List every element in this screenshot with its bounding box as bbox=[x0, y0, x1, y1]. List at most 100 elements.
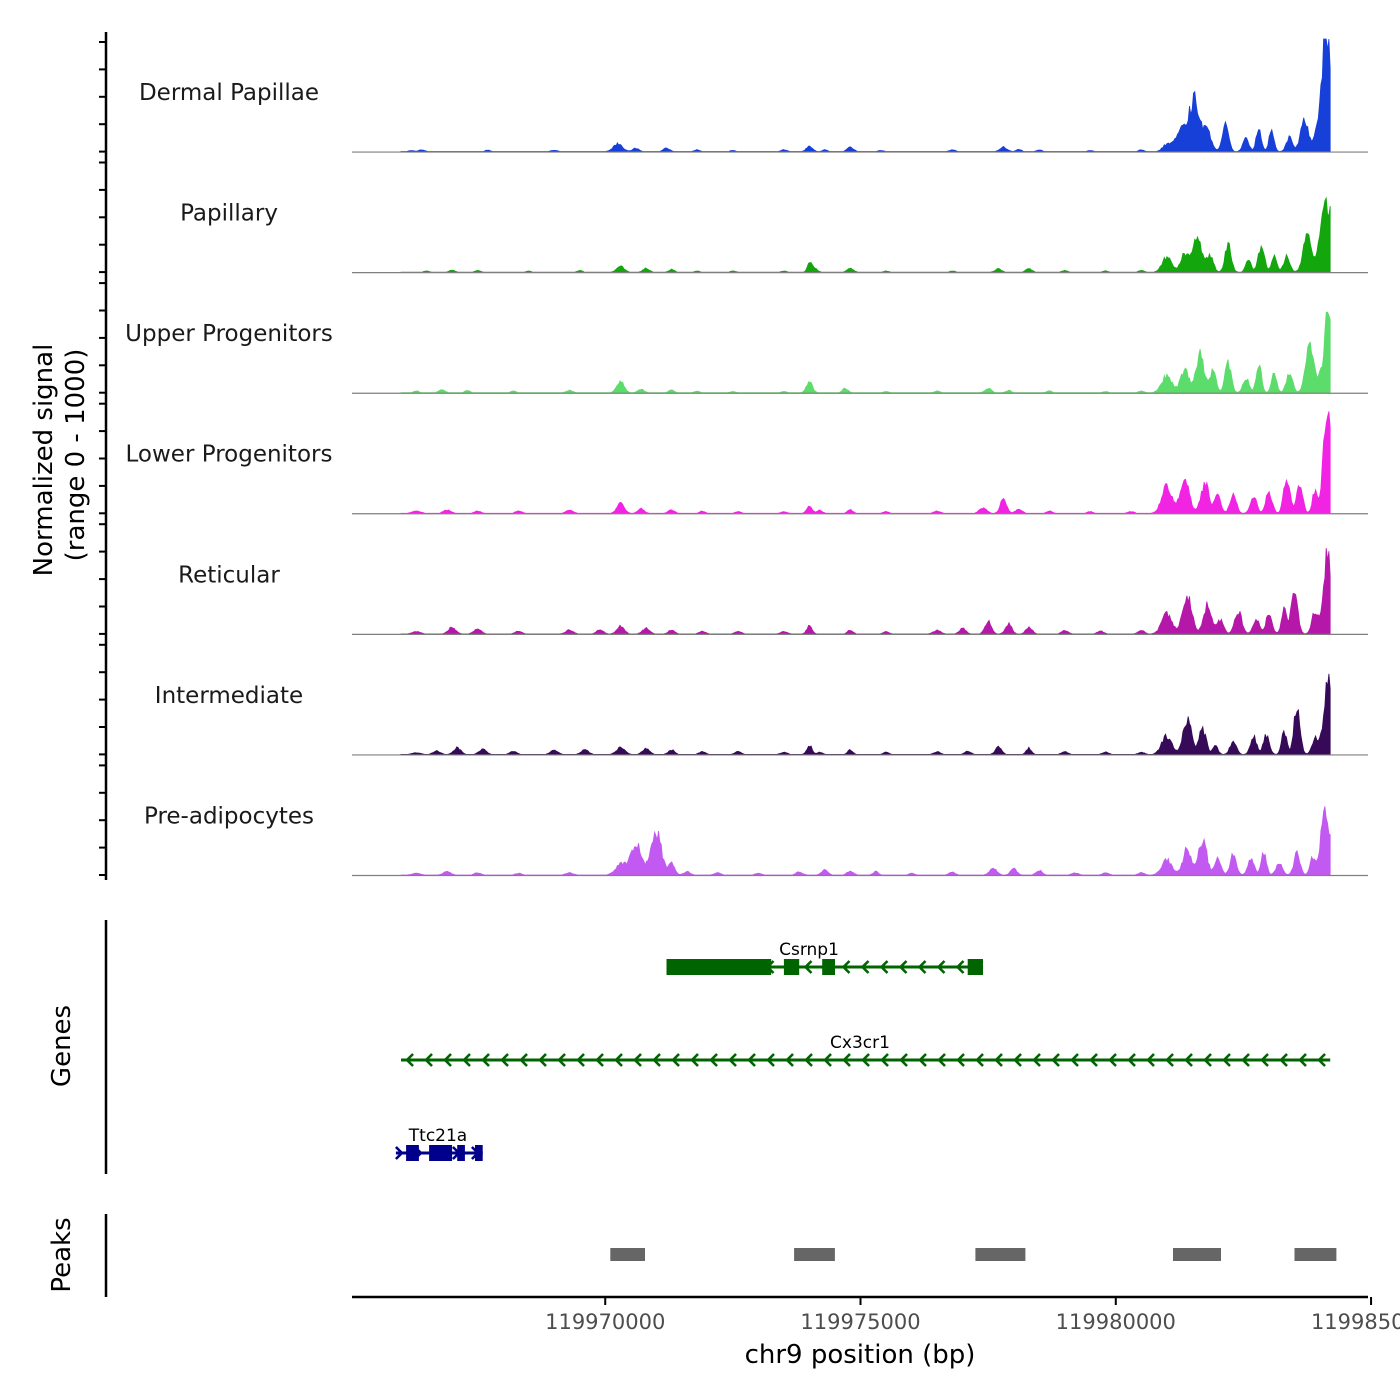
strand-arrow bbox=[671, 1053, 680, 1067]
strand-arrow bbox=[898, 960, 908, 974]
strand-arrow bbox=[1127, 1053, 1136, 1067]
track-papillary: Papillary bbox=[180, 196, 1368, 274]
x-tick-label: 119970000 bbox=[545, 1310, 665, 1334]
strand-arrow bbox=[785, 1053, 794, 1067]
exon bbox=[475, 1145, 483, 1161]
y-axis-label-line1: Normalized signal bbox=[29, 344, 59, 577]
strand-arrow bbox=[1317, 1053, 1326, 1067]
strand-arrow bbox=[747, 1053, 756, 1067]
strand-arrow bbox=[803, 960, 813, 974]
exon bbox=[429, 1145, 453, 1161]
strand-arrow bbox=[538, 1053, 547, 1067]
track-lower-progenitors: Lower Progenitors bbox=[126, 411, 1368, 515]
track-intermediate: Intermediate bbox=[155, 673, 1368, 756]
signal-area bbox=[400, 38, 1331, 153]
peak-region bbox=[794, 1248, 835, 1261]
x-axis-label: chr9 position (bp) bbox=[745, 1340, 976, 1370]
strand-arrow bbox=[918, 1053, 927, 1067]
peak-region bbox=[975, 1248, 1026, 1261]
track-label: Pre-adipocytes bbox=[144, 803, 314, 829]
strand-arrow bbox=[1184, 1053, 1193, 1067]
strand-arrow bbox=[1241, 1053, 1250, 1067]
track-dermal-papillae: Dermal Papillae bbox=[139, 38, 1368, 153]
strand-arrow bbox=[595, 1053, 604, 1067]
genes-label: Genes bbox=[47, 1005, 77, 1087]
strand-arrow bbox=[519, 1053, 528, 1067]
strand-arrow bbox=[841, 960, 851, 974]
strand-arrow bbox=[1165, 1053, 1174, 1067]
strand-arrow bbox=[633, 1053, 642, 1067]
peak-region bbox=[1294, 1248, 1337, 1261]
x-axis-ticks: 119970000 119975000 119980000 119985000 bbox=[545, 1297, 1400, 1334]
track-upper-progenitors: Upper Progenitors bbox=[125, 311, 1368, 394]
strand-arrow bbox=[1279, 1053, 1288, 1067]
gene-label: Csrnp1 bbox=[779, 940, 839, 960]
peak-region bbox=[1173, 1248, 1221, 1261]
strand-arrow bbox=[956, 1053, 965, 1067]
strand-arrow bbox=[614, 1053, 623, 1067]
strand-arrow bbox=[443, 1053, 452, 1067]
y-axis-label-line2: (range 0 - 1000) bbox=[61, 349, 91, 562]
x-tick-label: 119975000 bbox=[800, 1310, 920, 1334]
strand-arrow bbox=[652, 1053, 661, 1067]
strand-arrow bbox=[861, 1053, 870, 1067]
signal-y-axis bbox=[99, 32, 108, 880]
strand-arrow bbox=[728, 1053, 737, 1067]
strand-arrow bbox=[936, 960, 946, 974]
gene-ttc21a: Ttc21a bbox=[394, 1126, 483, 1161]
strand-arrow bbox=[462, 1053, 471, 1067]
strand-arrow bbox=[709, 1053, 718, 1067]
strand-arrow bbox=[842, 1053, 851, 1067]
signal-area bbox=[400, 547, 1331, 635]
strand-arrow bbox=[937, 1053, 946, 1067]
track-label: Lower Progenitors bbox=[126, 442, 333, 468]
strand-arrow bbox=[1108, 1053, 1117, 1067]
exon bbox=[822, 959, 835, 975]
track-reticular: Reticular bbox=[178, 547, 1368, 635]
gene-cx3cr1: Cx3cr1 bbox=[401, 1033, 1331, 1067]
strand-arrow bbox=[424, 1053, 433, 1067]
exon bbox=[783, 959, 800, 975]
strand-arrow bbox=[804, 1053, 813, 1067]
gene-label: Ttc21a bbox=[408, 1126, 467, 1146]
strand-arrow bbox=[975, 1053, 984, 1067]
x-tick-label: 119980000 bbox=[1056, 1310, 1176, 1334]
strand-arrow bbox=[1203, 1053, 1212, 1067]
exon bbox=[666, 959, 772, 975]
strand-arrow bbox=[1089, 1053, 1098, 1067]
strand-arrow bbox=[394, 1146, 404, 1160]
strand-arrow bbox=[1146, 1053, 1155, 1067]
signal-area bbox=[400, 411, 1331, 514]
signal-area bbox=[400, 311, 1331, 394]
strand-arrow bbox=[899, 1053, 908, 1067]
strand-arrow bbox=[1222, 1053, 1231, 1067]
gene-label: Cx3cr1 bbox=[830, 1033, 890, 1053]
track-label: Upper Progenitors bbox=[125, 321, 333, 347]
strand-arrow bbox=[1260, 1053, 1269, 1067]
strand-arrow bbox=[766, 1053, 775, 1067]
peak-region bbox=[610, 1248, 645, 1261]
strand-arrow bbox=[917, 960, 927, 974]
track-label: Papillary bbox=[180, 201, 278, 227]
gene-csrnp1: Csrnp1 bbox=[666, 940, 984, 975]
signal-area bbox=[400, 673, 1331, 755]
strand-arrow bbox=[1013, 1053, 1022, 1067]
peak-regions bbox=[610, 1248, 1337, 1261]
track-label: Reticular bbox=[178, 562, 280, 588]
track-label: Intermediate bbox=[155, 683, 303, 709]
strand-arrow bbox=[994, 1053, 1003, 1067]
track-label: Dermal Papillae bbox=[139, 80, 319, 106]
strand-arrow bbox=[500, 1053, 509, 1067]
track-pre-adipocytes: Pre-adipocytes bbox=[144, 803, 1368, 877]
strand-arrow bbox=[823, 1053, 832, 1067]
strand-arrow bbox=[879, 960, 889, 974]
strand-arrow bbox=[576, 1053, 585, 1067]
signal-area bbox=[401, 806, 1331, 876]
strand-arrow bbox=[1070, 1053, 1079, 1067]
strand-arrow bbox=[1051, 1053, 1060, 1067]
strand-arrow bbox=[1032, 1053, 1041, 1067]
strand-arrow bbox=[405, 1053, 414, 1067]
exon bbox=[457, 1145, 465, 1161]
exon bbox=[406, 1145, 419, 1161]
